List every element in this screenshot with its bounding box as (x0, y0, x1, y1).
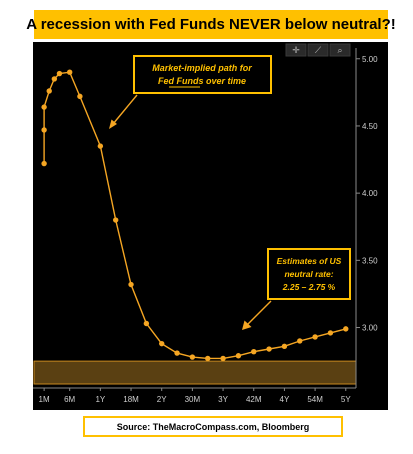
path-label-line-2: Fed Funds over time (158, 76, 246, 86)
data-point (56, 70, 63, 77)
data-point (235, 353, 242, 359)
data-point (97, 143, 104, 149)
data-point (41, 160, 47, 167)
data-point (343, 326, 349, 332)
data-point (41, 104, 47, 110)
y-tick-label: 4.50 (362, 122, 378, 131)
move-icon: ✛ (292, 46, 300, 56)
annotation-layer: Market-implied path for Fed Funds over ti… (109, 55, 351, 330)
source-note: Source: TheMacroCompass.com, Bloomberg (83, 416, 343, 437)
data-point (312, 334, 318, 340)
x-tick-label: 1Y (95, 395, 105, 404)
data-point (143, 320, 150, 327)
data-point (66, 69, 73, 75)
data-point (327, 330, 334, 336)
move-icon-bg (285, 43, 307, 57)
draw-icon-bg (307, 43, 329, 57)
x-tick-label: 2Y (157, 395, 167, 404)
data-point (41, 127, 47, 133)
path-label-line-1: Market-implied path for (152, 63, 252, 73)
data-point (174, 350, 180, 356)
path-arrow-line (112, 94, 138, 125)
data-point (128, 281, 134, 288)
data-point (297, 338, 303, 344)
plot-background (33, 42, 388, 410)
x-tick-label: 1M (39, 395, 50, 404)
path-arrow-head (109, 119, 117, 129)
x-tick-label: 5Y (341, 395, 351, 404)
data-point (46, 88, 52, 94)
data-point (159, 340, 165, 347)
data-point (77, 93, 83, 100)
y-tick-label: 3.50 (362, 256, 378, 265)
data-point (112, 217, 119, 223)
data-point (281, 343, 288, 350)
x-tick-label: 42M (246, 395, 262, 404)
chart-area: 5.00 4.50 4.00 3.50 3.00 1M 6M 1Y 18M 2Y 30M 3Y 42M 4… (33, 42, 388, 410)
y-tick-label: 5.00 (362, 55, 378, 64)
neutral-label-line: neutral rate: (284, 269, 333, 279)
neutral-band (33, 360, 357, 385)
neutral-arrow-head (242, 320, 252, 330)
zoom-icon: ⌕ (337, 46, 342, 56)
data-point (220, 355, 226, 362)
chart-svg: 5.00 4.50 4.00 3.50 3.00 1M 6M 1Y 18M 2Y 30M 3Y 42M 4… (33, 42, 388, 410)
axes-layer: 5.00 4.50 4.00 3.50 3.00 1M 6M 1Y 18M 2Y 30M 3Y 42M 4… (33, 48, 378, 404)
y-tick-label: 4.00 (362, 189, 378, 198)
x-tick-label: 3Y (218, 395, 228, 404)
x-tick-label: 18M (123, 395, 139, 404)
chart-title: A recession with Fed Funds NEVER below n… (26, 10, 396, 39)
x-tick-label: 4Y (280, 395, 290, 404)
chart-toolbar: ✛ ⟋ ⌕ (285, 43, 351, 57)
data-point (189, 354, 196, 360)
x-tick-label: 30M (185, 395, 201, 404)
data-point (266, 346, 272, 352)
data-point (251, 349, 257, 355)
neutral-label-line: 2.25 – 2.75 % (282, 282, 336, 292)
x-tick-label: 6M (64, 395, 75, 404)
neutral-label-line: Estimates of US (277, 256, 342, 266)
data-point (205, 355, 211, 362)
draw-icon: ⟋ (315, 46, 322, 56)
series-layer (41, 69, 349, 362)
zoom-icon-bg (329, 43, 351, 57)
neutral-arrow-line (246, 300, 272, 326)
path-label-box (133, 55, 272, 94)
data-point (51, 76, 58, 82)
y-tick-label: 3.00 (362, 324, 378, 333)
x-tick-label: 54M (307, 395, 323, 404)
neutral-band-layer (33, 360, 357, 385)
neutral-label-box (267, 248, 351, 300)
